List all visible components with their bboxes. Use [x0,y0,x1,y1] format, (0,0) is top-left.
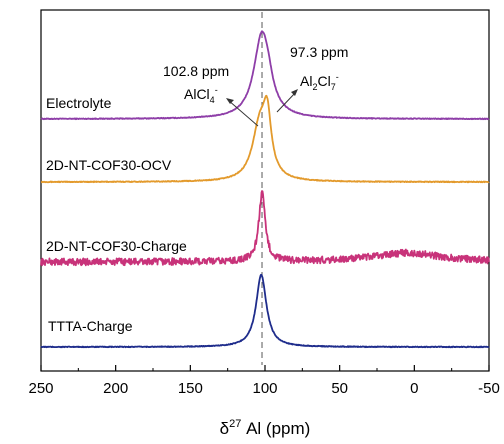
x-axis-title: δ27 Al (ppm) [220,418,311,438]
alcl4-sub: 4 [210,95,215,105]
x-tick-label-5: 0 [410,380,418,397]
x-tick-label-3: 100 [252,380,277,397]
x-tick-label-1: 200 [103,380,128,397]
series-label-cof30-charge: 2D-NT-COF30-Charge [46,238,187,254]
series-line-0 [40,30,490,121]
x-tick-label-4: 50 [331,380,348,397]
x-tick-label-2: 150 [178,380,203,397]
x-axis-title-superscript: 27 [229,418,241,430]
al2cl7-main1: Al [300,73,312,89]
al2cl7-sub2: 7 [331,82,336,92]
al2cl7-main2: Cl [317,73,330,89]
annotation-al2cl7-value: 97.3 ppm [290,44,348,60]
annotation-alcl4-species: AlCl4- [184,85,218,105]
annotation-al2cl7-arrow-line [276,91,297,113]
alcl4-sup: - [215,85,218,95]
annotation-alcl4-arrow-line [227,99,259,127]
series-label-ttta-charge: TTTA-Charge [48,318,133,334]
x-axis-ticks: 250 200 150 100 50 0 -50 [28,365,500,397]
series-group [40,30,490,349]
annotation-alcl4-value: 102.8 ppm [163,63,229,79]
series-label-electrolyte: Electrolyte [46,95,112,111]
al2cl7-sup: - [336,72,339,82]
series-line-3 [40,273,490,349]
annotation-al2cl7-species: Al2Cl7- [300,72,339,92]
x-tick-label-0: 250 [28,380,53,397]
alcl4-main: AlCl [184,86,210,102]
annotation-alcl4-arrowhead [226,98,234,104]
plot-frame [40,9,490,372]
x-axis-title-suffix: Al (ppm) [241,419,310,438]
series-line-1 [40,94,490,184]
series-label-cof30-ocv: 2D-NT-COF30-OCV [46,157,172,173]
x-tick-label-6: -50 [478,380,500,397]
al2cl7-sub1: 2 [312,82,317,92]
annotation-al2cl7-arrowhead [291,89,298,96]
series-line-2 [40,190,490,267]
x-axis-title-prefix: δ [220,419,229,438]
